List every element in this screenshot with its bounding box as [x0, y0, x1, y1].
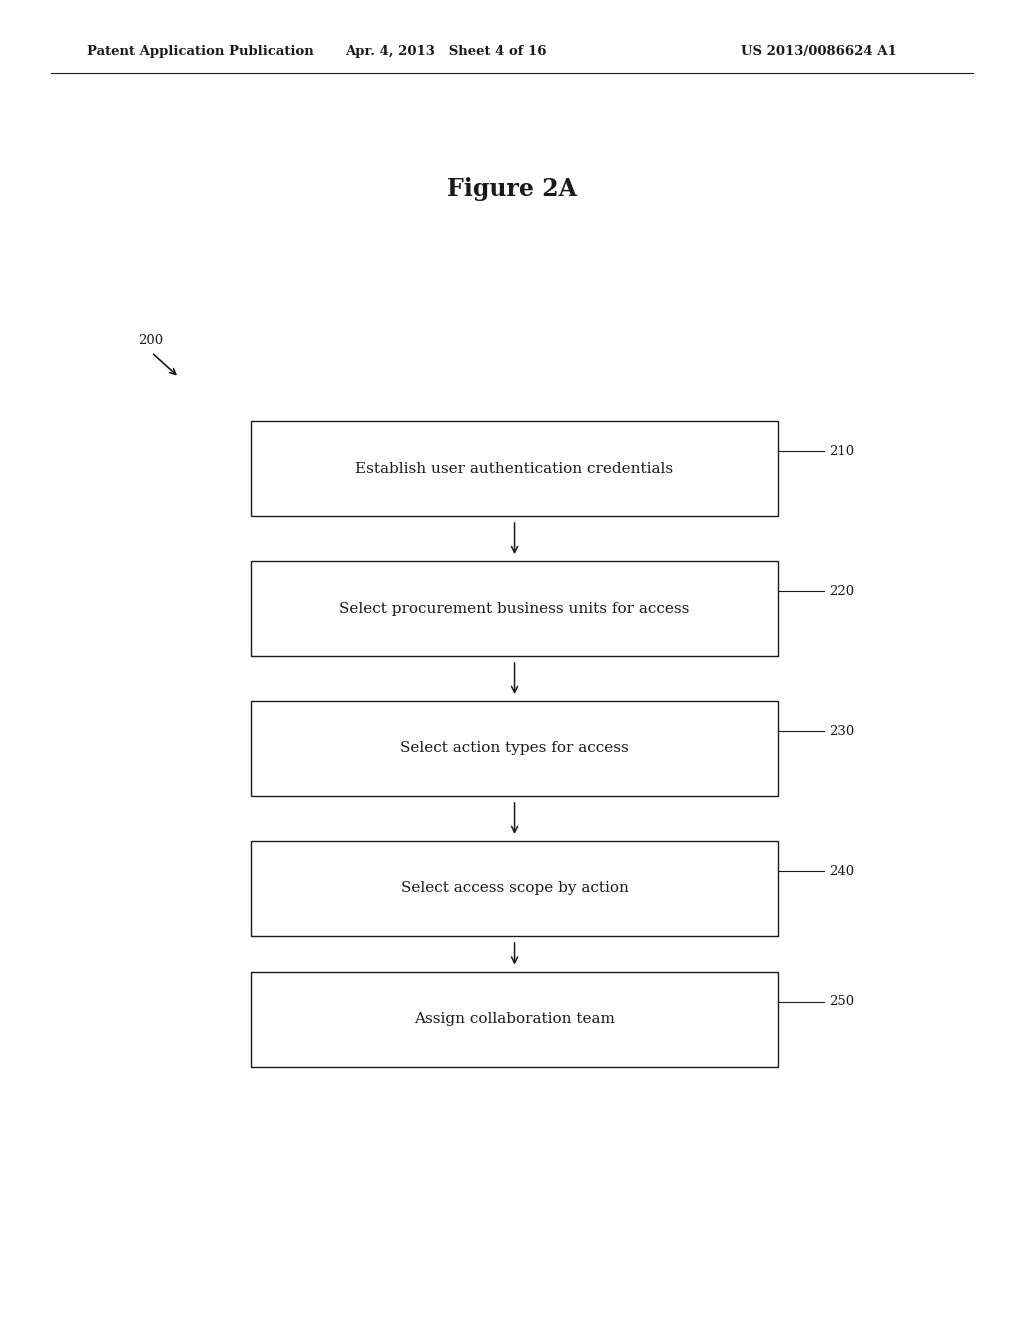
Text: Patent Application Publication: Patent Application Publication — [87, 45, 313, 58]
Text: Select procurement business units for access: Select procurement business units for ac… — [339, 602, 690, 615]
Text: 210: 210 — [829, 445, 855, 458]
Text: 250: 250 — [829, 995, 855, 1008]
Text: 200: 200 — [138, 334, 164, 347]
Text: 240: 240 — [829, 865, 855, 878]
Bar — [251, 421, 778, 516]
Text: Establish user authentication credentials: Establish user authentication credential… — [355, 462, 674, 475]
Text: 230: 230 — [829, 725, 855, 738]
Text: Assign collaboration team: Assign collaboration team — [414, 1012, 615, 1026]
Bar — [251, 561, 778, 656]
Bar — [251, 972, 778, 1067]
Bar — [251, 841, 778, 936]
Text: Select action types for access: Select action types for access — [400, 742, 629, 755]
Text: Select access scope by action: Select access scope by action — [400, 882, 629, 895]
Text: Apr. 4, 2013   Sheet 4 of 16: Apr. 4, 2013 Sheet 4 of 16 — [345, 45, 546, 58]
Text: US 2013/0086624 A1: US 2013/0086624 A1 — [741, 45, 897, 58]
Bar — [251, 701, 778, 796]
Text: 220: 220 — [829, 585, 855, 598]
Text: Figure 2A: Figure 2A — [447, 177, 577, 201]
